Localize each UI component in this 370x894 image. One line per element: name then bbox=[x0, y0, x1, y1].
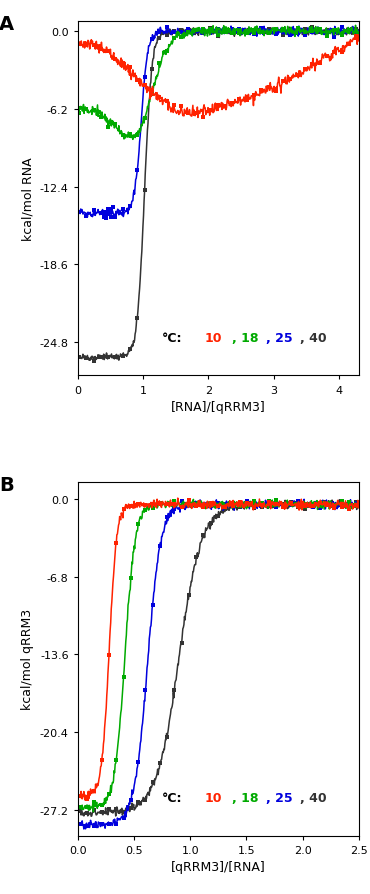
X-axis label: [qRRM3]/[RNA]: [qRRM3]/[RNA] bbox=[171, 860, 266, 873]
Text: B: B bbox=[0, 475, 14, 494]
Text: , 18: , 18 bbox=[232, 791, 259, 804]
Text: , 40: , 40 bbox=[300, 332, 326, 344]
Text: , 40: , 40 bbox=[300, 791, 326, 804]
X-axis label: [RNA]/[qRRM3]: [RNA]/[qRRM3] bbox=[171, 401, 266, 414]
Text: 10: 10 bbox=[204, 791, 222, 804]
Y-axis label: kcal/mol RNA: kcal/mol RNA bbox=[21, 157, 34, 241]
Text: , 25: , 25 bbox=[266, 791, 293, 804]
Text: A: A bbox=[0, 15, 14, 34]
Text: , 25: , 25 bbox=[266, 332, 293, 344]
Text: 10: 10 bbox=[204, 332, 222, 344]
Text: , 18: , 18 bbox=[232, 332, 259, 344]
Y-axis label: kcal/mol qRRM3: kcal/mol qRRM3 bbox=[21, 609, 34, 710]
Text: °C:: °C: bbox=[162, 332, 182, 344]
Text: °C:: °C: bbox=[162, 791, 182, 804]
